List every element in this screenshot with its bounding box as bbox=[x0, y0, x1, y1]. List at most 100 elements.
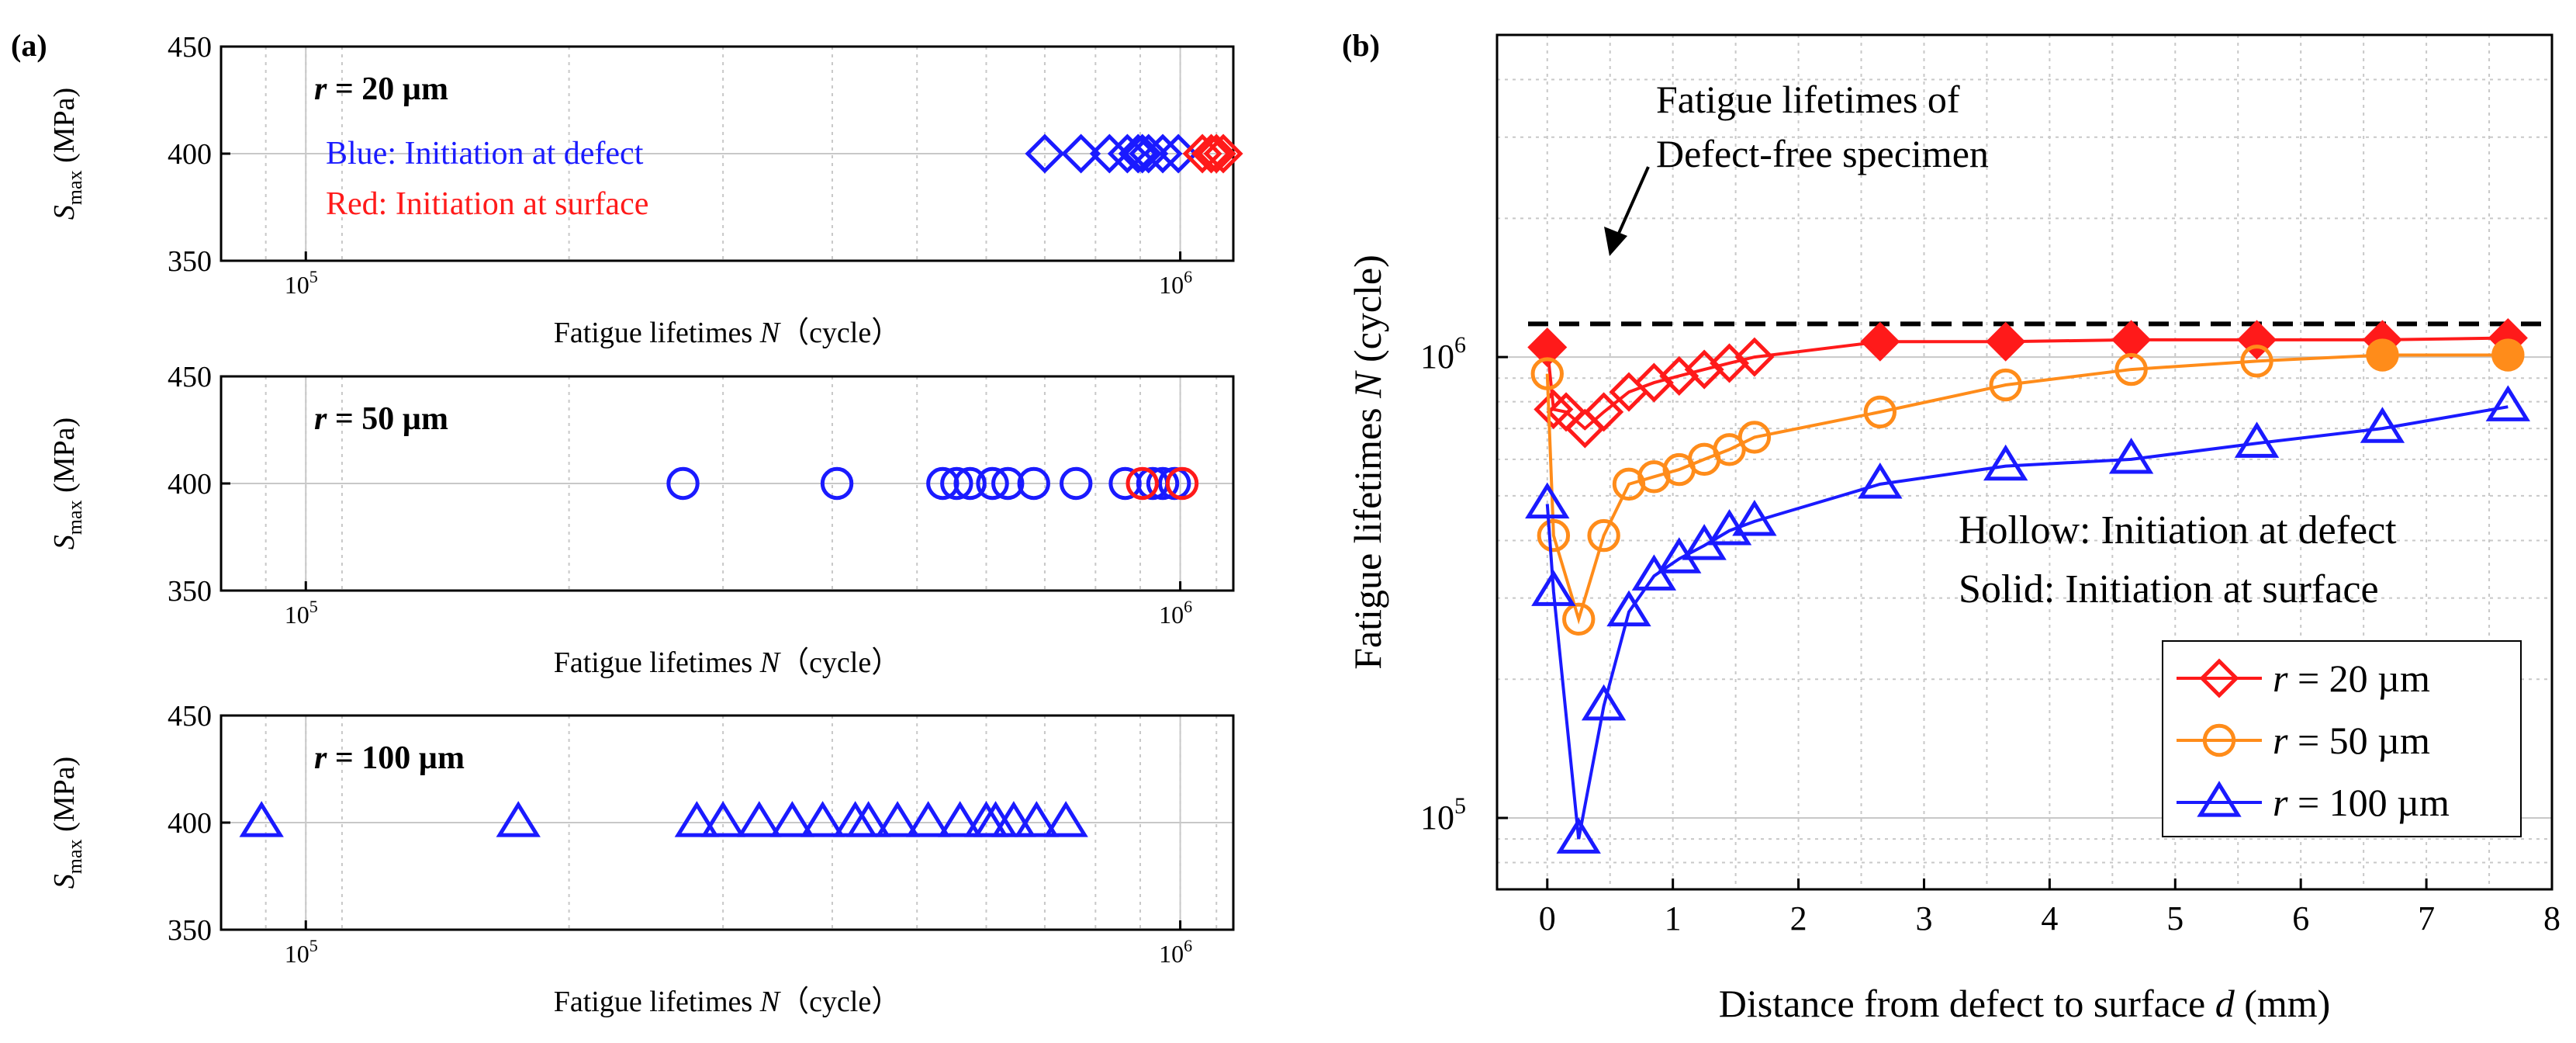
panel-a-label: (a) bbox=[11, 28, 47, 63]
x-tick-label: 106 bbox=[1159, 597, 1192, 629]
data-point bbox=[1191, 133, 1232, 174]
data-point bbox=[1533, 389, 1574, 430]
data-point bbox=[1709, 343, 1750, 383]
x-label-pre: Fatigue lifetimes bbox=[554, 317, 760, 349]
x-label-pre: Distance from defect to surface bbox=[1719, 982, 2215, 1025]
plot-frame bbox=[1495, 33, 2554, 891]
tick-exponent: 6 bbox=[1184, 936, 1192, 955]
data-point bbox=[700, 801, 745, 837]
data-point bbox=[938, 801, 983, 837]
legend-var: r bbox=[2273, 781, 2288, 824]
y-tick-label: 450 bbox=[168, 700, 212, 733]
data-point bbox=[1129, 133, 1169, 174]
reference-label: Defect-free specimen bbox=[1656, 132, 1989, 175]
data-point bbox=[239, 801, 284, 837]
y-tick-label: 450 bbox=[168, 361, 212, 393]
x-axis-label: Fatigue lifetimes N（cycle） bbox=[554, 986, 901, 1018]
y-label-var: N bbox=[1346, 370, 1389, 399]
y-tick-label: 400 bbox=[168, 807, 212, 840]
x-tick-label: 105 bbox=[285, 597, 318, 629]
arrow-head bbox=[1604, 227, 1627, 256]
y-tick-label: 400 bbox=[168, 468, 212, 501]
y-label-var: S bbox=[48, 205, 81, 220]
data-point bbox=[1146, 466, 1180, 501]
y-axis-label: Smax (MPa) bbox=[48, 88, 86, 220]
data-point bbox=[2360, 407, 2405, 443]
data-point bbox=[875, 801, 920, 837]
y-axis-label: Smax (MPa) bbox=[48, 757, 86, 889]
y-label-unit: (MPa) bbox=[48, 418, 81, 501]
x-tick-label: 8 bbox=[2543, 899, 2560, 937]
title-var: r bbox=[314, 740, 327, 776]
panel-b-label: (b) bbox=[1342, 28, 1380, 63]
data-point bbox=[1125, 466, 1159, 501]
y-tick-label: 400 bbox=[168, 138, 212, 171]
x-tick-label: 7 bbox=[2418, 899, 2435, 937]
data-point bbox=[1531, 570, 1576, 606]
data-point bbox=[1584, 392, 1624, 432]
legend-marker bbox=[2197, 781, 2242, 817]
x-tick-label: 0 bbox=[1539, 899, 1556, 937]
tick-base: 10 bbox=[1159, 601, 1184, 629]
tick-base: 10 bbox=[285, 601, 309, 629]
tick-base: 10 bbox=[1159, 940, 1184, 968]
x-label-post: （cycle） bbox=[780, 317, 901, 349]
data-point bbox=[940, 466, 973, 501]
data-point bbox=[976, 466, 1009, 501]
data-point bbox=[1986, 321, 2026, 362]
title-rest: = 100 µm bbox=[327, 740, 465, 776]
data-point bbox=[1738, 421, 1772, 454]
data-point bbox=[1530, 357, 1564, 390]
x-tick-label: 105 bbox=[285, 267, 318, 299]
x-tick-label: 2 bbox=[1790, 899, 1807, 937]
title-var: r bbox=[314, 401, 327, 437]
data-point bbox=[2234, 421, 2280, 458]
tick-base: 10 bbox=[285, 271, 309, 299]
data-point bbox=[1203, 133, 1243, 174]
y-tick-label: 350 bbox=[168, 245, 212, 278]
data-point bbox=[1863, 395, 1897, 429]
data-point bbox=[1025, 133, 1065, 174]
data-point bbox=[800, 801, 845, 837]
legend-var: r bbox=[2273, 719, 2288, 762]
data-point bbox=[1017, 466, 1050, 501]
x-label-var: d bbox=[2215, 982, 2235, 1025]
legend: r = 20 µmr = 50 µmr = 100 µm bbox=[2162, 640, 2522, 837]
data-point bbox=[1858, 462, 1903, 499]
x-label-pre: Fatigue lifetimes bbox=[554, 986, 760, 1018]
annotation-text: Solid: Initiation at surface bbox=[1959, 567, 2379, 612]
x-tick-label: 4 bbox=[2041, 899, 2058, 937]
y-tick-label: 105 bbox=[1420, 793, 1466, 837]
data-point bbox=[991, 801, 1036, 837]
tick-base: 10 bbox=[1159, 271, 1184, 299]
legend-label: r = 50 µm bbox=[2273, 719, 2430, 762]
x-label-post: （cycle） bbox=[780, 986, 901, 1018]
tick-exponent: 6 bbox=[1184, 597, 1192, 616]
tick-exponent: 5 bbox=[309, 267, 318, 286]
data-point bbox=[991, 466, 1025, 501]
data-point bbox=[2366, 338, 2399, 372]
data-point bbox=[1165, 466, 1199, 501]
tick-exponent: 5 bbox=[1454, 793, 1466, 819]
legend-rest: = 50 µm bbox=[2287, 719, 2430, 762]
data-point bbox=[2114, 352, 2148, 386]
tick-exponent: 6 bbox=[1184, 267, 1192, 286]
tick-base: 10 bbox=[1420, 338, 1454, 376]
y-label-pre: Fatigue lifetimes bbox=[1346, 398, 1389, 670]
chart-title: r = 50 µm bbox=[314, 401, 448, 437]
data-point bbox=[1196, 133, 1236, 174]
data-point bbox=[2240, 345, 2273, 378]
series-line bbox=[1545, 405, 2509, 840]
x-label-post: （cycle） bbox=[780, 646, 901, 679]
legend-var: r bbox=[2273, 657, 2288, 700]
data-point bbox=[906, 801, 951, 837]
x-axis-label: Fatigue lifetimes N（cycle） bbox=[554, 317, 901, 349]
tick-exponent: 5 bbox=[309, 597, 318, 616]
legend-label: r = 100 µm bbox=[2273, 781, 2450, 824]
tick-exponent: 5 bbox=[309, 936, 318, 955]
x-tick-label: 105 bbox=[285, 936, 318, 968]
